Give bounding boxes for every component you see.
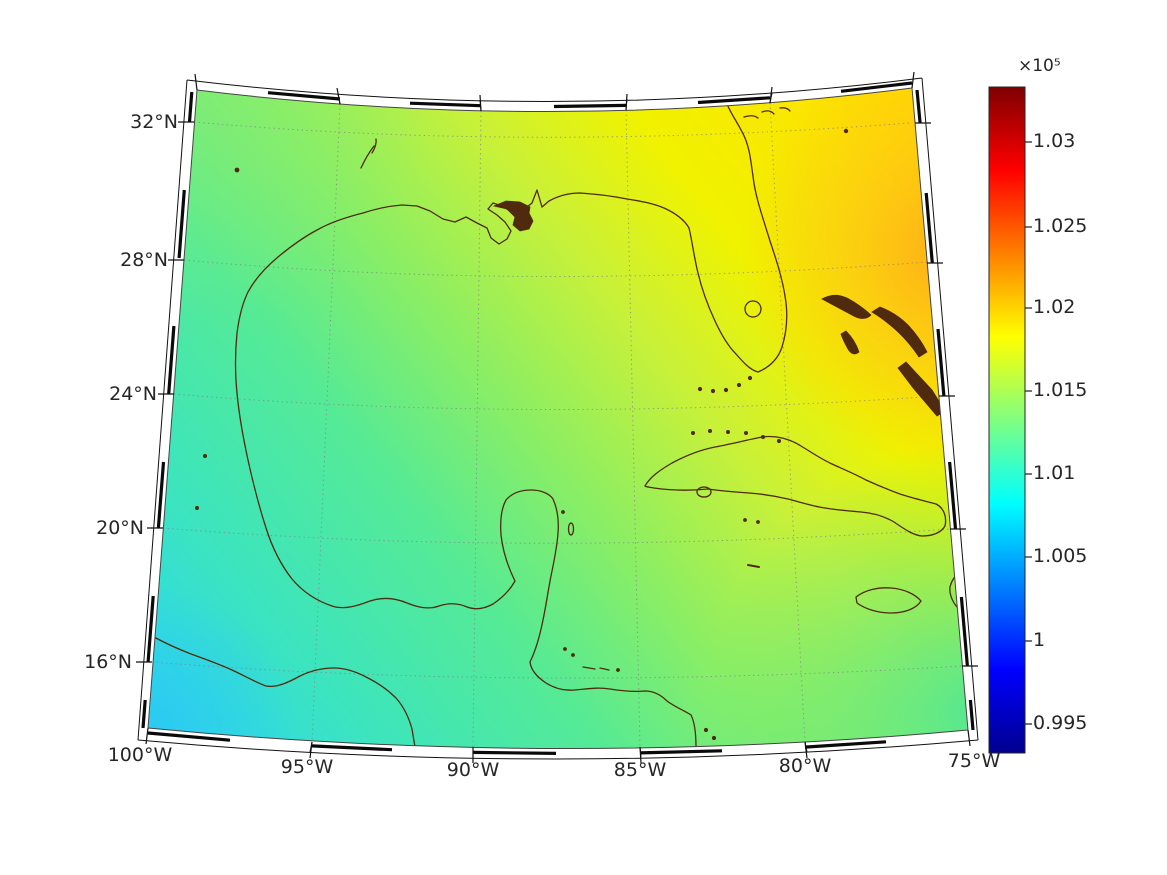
island-dot xyxy=(703,727,709,733)
lon-tick-label-90w: 90°W xyxy=(446,759,500,781)
cuba-keys-dot xyxy=(761,434,766,439)
pressure-field xyxy=(148,88,968,749)
island-dot xyxy=(711,735,717,741)
lon-tick-label-75w: 75°W xyxy=(947,750,1001,772)
island-dot xyxy=(934,407,940,413)
colorbar-tick-label: 1.02 xyxy=(1033,296,1076,318)
florida-keys-dot xyxy=(697,386,703,392)
frame-zebra-bottom xyxy=(147,731,887,755)
parallel-32n xyxy=(193,121,910,138)
georgia-barrier-islands xyxy=(743,107,791,119)
island-dot xyxy=(961,459,967,465)
bay-islands-honduras xyxy=(582,666,610,671)
island-cozumel xyxy=(567,522,575,536)
lat-tick-label-28n: 28°N xyxy=(120,249,168,271)
cuba-keys-dot xyxy=(726,429,731,434)
frame-outer-left xyxy=(137,79,188,741)
island-dot xyxy=(955,444,961,450)
lon-tick-label-100w: 100°W xyxy=(107,744,173,766)
parallel-20n xyxy=(162,527,951,544)
colorbar-tick-label: 1.005 xyxy=(1033,545,1088,567)
island-dot xyxy=(561,510,565,514)
frame-outer-bottom xyxy=(137,739,979,760)
lon-tick-label-85w: 85°W xyxy=(613,759,667,781)
cuba-keys-dot xyxy=(691,430,696,435)
cuba-south-keys-dot xyxy=(756,520,760,524)
lon-tick-label-80w: 80°W xyxy=(778,755,832,777)
lon-tick-label-95w: 95°W xyxy=(280,756,334,778)
lat-tick-label-20n: 20°N xyxy=(96,517,144,539)
frame-zebra-left xyxy=(141,91,194,729)
parallel-24n xyxy=(173,393,940,410)
colorbar-gradient-bar xyxy=(988,86,1026,754)
islands-bahamas-exuma xyxy=(897,361,946,417)
frame-outer-top xyxy=(186,77,923,102)
meridian-95w xyxy=(311,103,341,743)
island-dot xyxy=(202,453,207,458)
colorbar-tick-marks xyxy=(1025,141,1032,725)
island-dot xyxy=(843,128,849,134)
florida-keys-dot xyxy=(736,382,742,388)
coastline-pacific-mexico xyxy=(151,635,416,748)
island-dot xyxy=(925,391,931,397)
frame-outer-right xyxy=(921,77,979,741)
colorbar-tick-label: 1.01 xyxy=(1033,462,1076,484)
island-grand-cayman xyxy=(747,564,760,568)
colorbar xyxy=(988,86,1032,754)
colorbar-tick-label: 0.995 xyxy=(1033,712,1088,734)
map-frame xyxy=(136,71,979,764)
colorbar-tick-label: 1.015 xyxy=(1033,379,1088,401)
cuba-south-keys-dot xyxy=(743,518,747,522)
texas-lake-dot xyxy=(234,167,240,173)
cuba-keys-dot xyxy=(744,430,749,435)
coastline-gulf-of-mexico xyxy=(234,103,788,748)
florida-keys-dot xyxy=(710,388,716,394)
lake-okeechobee xyxy=(744,300,762,318)
frame-zebra-top xyxy=(267,81,913,109)
axis-tick-marks xyxy=(136,71,978,764)
cuba-keys-dot xyxy=(708,428,713,433)
colorbar-tick-label: 1.03 xyxy=(1033,130,1076,152)
bay-island-dot xyxy=(616,668,620,672)
island-jamaica xyxy=(855,587,922,614)
field-southwest-low xyxy=(148,88,968,749)
island-isla-juventud xyxy=(696,486,712,498)
meridian-80w xyxy=(769,102,806,743)
florida-keys-dot xyxy=(723,387,729,393)
colorbar-tick-label: 1 xyxy=(1033,629,1046,651)
cuba-keys-dot xyxy=(777,438,782,443)
texas-rivers xyxy=(360,138,377,169)
frame-zebra-right xyxy=(915,89,975,731)
island-dot xyxy=(945,425,951,431)
belize-cay-dot xyxy=(571,653,575,657)
island-dot xyxy=(194,505,199,510)
florida-keys-dot xyxy=(747,375,753,381)
islands-bahamas-grand-bahama xyxy=(821,294,872,319)
colorbar-exponent-label: ×10⁵ xyxy=(1018,56,1061,76)
island-fills xyxy=(194,128,967,741)
frame-inner-boundary xyxy=(147,87,969,750)
islands-bahamas-eleuthera xyxy=(871,306,928,358)
colorbar-tick-label: 1.025 xyxy=(1033,215,1088,237)
graticule xyxy=(151,102,963,748)
lat-tick-label-32n: 32°N xyxy=(130,111,178,133)
mississippi-delta xyxy=(492,200,534,232)
islands-bahamas-andros xyxy=(840,330,860,355)
lat-tick-label-16n: 16°N xyxy=(84,651,132,673)
belize-cay-dot xyxy=(563,647,567,651)
lat-tick-label-24n: 24°N xyxy=(109,383,157,405)
